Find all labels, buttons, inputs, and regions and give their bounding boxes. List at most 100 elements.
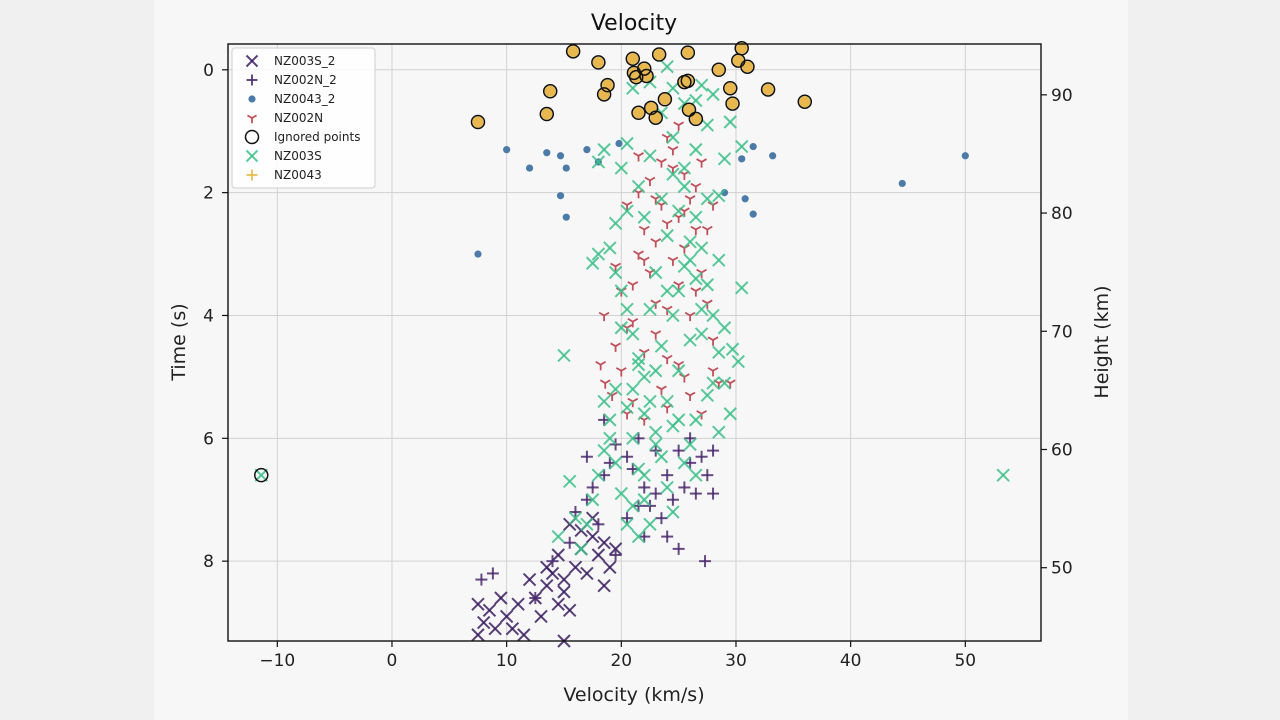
data-point bbox=[603, 413, 617, 427]
data-point bbox=[762, 83, 774, 96]
data-point bbox=[660, 394, 674, 409]
data-point bbox=[608, 456, 623, 470]
data-point bbox=[749, 210, 757, 218]
data-point bbox=[591, 155, 606, 169]
data-point bbox=[677, 161, 692, 175]
data-point bbox=[661, 354, 673, 365]
data-point bbox=[631, 357, 646, 372]
data-point bbox=[667, 146, 679, 156]
legend-marker bbox=[248, 95, 256, 103]
data-point bbox=[650, 330, 662, 340]
data-point bbox=[494, 591, 508, 605]
data-point bbox=[643, 517, 657, 532]
data-point bbox=[628, 69, 644, 85]
data-point bbox=[731, 354, 745, 369]
data-point bbox=[707, 367, 719, 377]
data-point bbox=[650, 238, 662, 248]
data-point bbox=[592, 56, 604, 69]
data-point bbox=[696, 158, 707, 168]
legend-marker bbox=[246, 169, 258, 181]
data-point bbox=[477, 615, 491, 630]
data-point bbox=[544, 85, 556, 97]
data-point bbox=[488, 622, 502, 636]
data-point bbox=[620, 204, 634, 218]
x-tick-label: 10 bbox=[496, 651, 518, 671]
data-point bbox=[706, 308, 720, 323]
data-point bbox=[653, 48, 665, 61]
data-point bbox=[725, 96, 740, 111]
data-point bbox=[567, 45, 579, 57]
data-point bbox=[591, 468, 606, 482]
data-point bbox=[474, 250, 482, 258]
data-point bbox=[736, 42, 748, 54]
data-point bbox=[683, 235, 697, 249]
data-point bbox=[254, 468, 268, 482]
series-nz0043 bbox=[472, 42, 811, 128]
data-point bbox=[717, 321, 732, 335]
data-point bbox=[660, 284, 674, 298]
data-point bbox=[565, 44, 581, 59]
data-point bbox=[683, 437, 697, 452]
data-point bbox=[707, 487, 720, 500]
data-point bbox=[608, 265, 623, 280]
data-point bbox=[591, 548, 606, 562]
data-point bbox=[694, 241, 709, 255]
data-point bbox=[741, 195, 749, 203]
data-point bbox=[543, 149, 551, 157]
data-point bbox=[661, 530, 674, 543]
data-point bbox=[654, 450, 669, 464]
data-point bbox=[499, 609, 514, 624]
data-point bbox=[580, 517, 594, 532]
data-point bbox=[712, 188, 726, 203]
data-point bbox=[749, 142, 757, 151]
data-point bbox=[722, 80, 738, 96]
data-point bbox=[656, 158, 667, 168]
data-point bbox=[741, 61, 754, 73]
data-point bbox=[563, 603, 577, 617]
data-point bbox=[660, 228, 674, 243]
data-point bbox=[608, 216, 623, 231]
data-point bbox=[551, 548, 565, 562]
data-point bbox=[631, 351, 646, 366]
x-tick-label: 50 bbox=[954, 651, 976, 671]
data-point bbox=[632, 107, 645, 119]
y2-axis-title: Height (km) bbox=[1091, 285, 1113, 398]
legend-box bbox=[231, 47, 376, 189]
data-point bbox=[723, 407, 737, 421]
x-tick-label: 40 bbox=[840, 651, 862, 671]
data-point bbox=[583, 146, 591, 154]
data-point bbox=[672, 444, 685, 457]
data-point bbox=[699, 555, 712, 568]
y2-tick-label: 70 bbox=[1051, 322, 1073, 342]
data-point bbox=[725, 342, 740, 356]
legend-entry-label: NZ003S_2 bbox=[274, 54, 335, 68]
data-point bbox=[688, 111, 704, 127]
series-ignored-points bbox=[254, 41, 813, 483]
data-point bbox=[599, 379, 611, 389]
series-nz0043-2 bbox=[474, 139, 969, 258]
data-point bbox=[539, 106, 555, 122]
x-tick-label: −10 bbox=[259, 651, 295, 671]
data-point bbox=[563, 536, 576, 549]
data-point bbox=[540, 560, 554, 575]
data-point bbox=[637, 370, 651, 384]
data-point bbox=[525, 164, 534, 172]
data-point bbox=[712, 345, 726, 360]
data-point bbox=[666, 493, 679, 506]
data-point bbox=[614, 161, 629, 175]
y-tick-label: 2 bbox=[203, 184, 214, 204]
data-point bbox=[551, 529, 565, 544]
data-point bbox=[694, 327, 709, 341]
data-point bbox=[678, 481, 691, 494]
data-point bbox=[608, 382, 623, 396]
data-point bbox=[689, 142, 703, 157]
data-point bbox=[684, 391, 696, 402]
data-point bbox=[706, 87, 720, 102]
data-point bbox=[482, 603, 497, 617]
data-point bbox=[597, 443, 611, 458]
data-point bbox=[620, 400, 634, 415]
data-point bbox=[603, 560, 617, 575]
data-point bbox=[654, 339, 669, 353]
data-point bbox=[649, 487, 662, 500]
data-point bbox=[677, 179, 692, 194]
